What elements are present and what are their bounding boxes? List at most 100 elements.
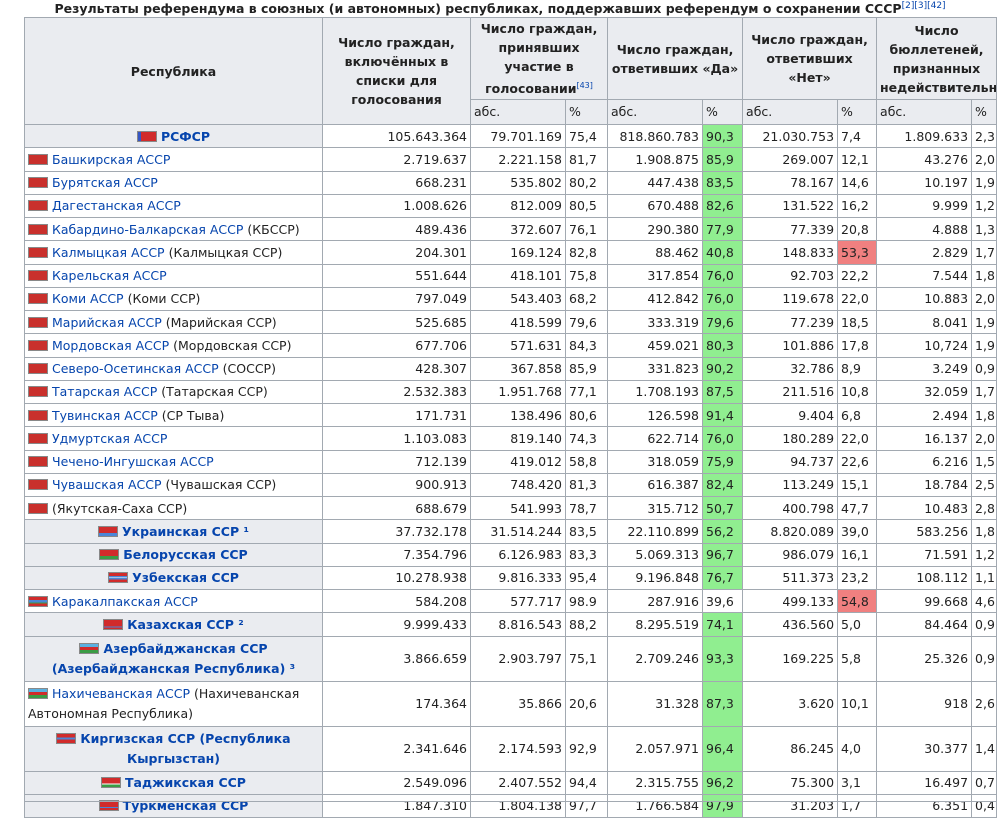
voted-pct-cell: 74,3 xyxy=(564,426,609,451)
header-voted[interactable]: Число граждан, принявших участие в голос… xyxy=(469,17,609,100)
voted-pct-cell: 82,8 xyxy=(564,240,609,265)
table-row: Карельская АССР 551.644 418.101 75,8 317.854… xyxy=(24,263,998,288)
republic-link[interactable]: Чечено-Ингушская АССР xyxy=(52,454,214,470)
republic-link[interactable]: Чувашская АССР xyxy=(52,477,162,493)
republic-link[interactable]: Мордовская АССР xyxy=(52,337,170,353)
republic-link[interactable]: Каракалпакская АССР xyxy=(52,593,198,609)
invalid-abs-cell: 99.668 xyxy=(876,588,973,614)
header-invalid[interactable]: Число бюллетеней, признанных недействите… xyxy=(876,17,998,100)
republic-cell: Мордовская АССР (Мордовская ССР) xyxy=(24,333,323,358)
voted-pct-cell: 80,5 xyxy=(564,193,609,219)
flag-icon xyxy=(101,777,122,789)
invalid-abs-cell: 71.591 xyxy=(876,542,973,567)
voted-pct-cell: 78,7 xyxy=(564,495,609,521)
voted-pct-cell: 58,8 xyxy=(564,449,609,474)
republic-cell: РСФСР xyxy=(24,123,323,149)
republic-link[interactable]: Таджикская ССР xyxy=(125,775,246,791)
no-abs-cell: 78.167 xyxy=(742,170,839,195)
no-abs-cell: 499.133 xyxy=(742,588,839,614)
voted-pct-cell: 88,2 xyxy=(564,612,609,637)
republic-cell: (Якутская-Саха ССР) xyxy=(24,495,323,521)
republic-link[interactable]: Дагестанская АССР xyxy=(52,198,181,214)
no-pct-cell: 16,2 xyxy=(837,193,878,219)
republic-cell: Азербайджанская ССР (Азербайджанская Рес… xyxy=(24,635,323,682)
invalid-abs-cell: 1.809.633 xyxy=(876,123,973,149)
yes-pct-cell: 76,0 xyxy=(702,263,744,288)
republic-link[interactable]: Киргизская ССР (Республика Кыргызстан) xyxy=(80,730,291,766)
header-yes[interactable]: Число граждан, ответивших «Да» xyxy=(607,17,744,100)
republic-link[interactable]: Северо-Осетинская АССР xyxy=(52,361,219,377)
yes-pct-cell: 83,5 xyxy=(702,170,744,195)
voted-abs-cell: 2.174.593 xyxy=(470,725,566,772)
table-row: Казахская ССР ² 9.999.433 8.816.543 88,2 8.2… xyxy=(24,612,998,637)
no-pct-cell: 22,6 xyxy=(837,449,878,474)
invalid-pct-cell: 2,0 xyxy=(971,147,998,172)
no-pct-cell: 5,8 xyxy=(837,635,878,682)
flag-icon xyxy=(103,618,124,630)
republic-link[interactable]: Коми АССР xyxy=(52,291,124,307)
republic-link[interactable]: Кабардино-Балкарская АССР xyxy=(52,221,244,237)
voted-pct-cell: 77,1 xyxy=(564,379,609,405)
voted-abs-cell: 8.816.543 xyxy=(470,612,566,637)
no-pct-cell: 18,5 xyxy=(837,309,878,335)
flag-icon xyxy=(28,177,48,189)
no-pct-cell: 47,7 xyxy=(837,495,878,521)
header-republic[interactable]: Республика xyxy=(24,17,323,125)
invalid-pct-cell: 1,9 xyxy=(971,309,998,335)
voted-pct-cell: 95,4 xyxy=(564,565,609,591)
republic-link[interactable]: Калмыцкая АССР xyxy=(52,244,165,260)
subheader-abs: абс. xyxy=(876,99,973,125)
republic-link[interactable]: Бурятская АССР xyxy=(52,175,158,191)
invalid-pct-cell: 2,0 xyxy=(971,286,998,312)
republic-link[interactable]: Узбекская ССР xyxy=(132,570,239,586)
table-row: Белорусская ССР 7.354.796 6.126.983 83,3 5.0… xyxy=(24,542,998,567)
republic-link[interactable]: Удмуртская АССР xyxy=(52,430,168,446)
republic-link[interactable]: Белорусская ССР xyxy=(123,547,248,563)
republic-alt-name: (СР Тыва) xyxy=(157,407,225,423)
republic-link[interactable]: Карельская АССР xyxy=(52,268,167,284)
yes-abs-cell: 9.196.848 xyxy=(607,565,704,591)
yes-abs-cell: 333.319 xyxy=(607,309,704,335)
table-row: Тувинская АССР (СР Тыва) 171.731 138.496 80… xyxy=(24,402,998,428)
caption-refs[interactable]: [2][3][42] xyxy=(901,1,946,11)
registered-cell: 204.301 xyxy=(322,240,471,265)
no-pct-cell: 7,4 xyxy=(837,123,878,149)
republic-link[interactable]: Башкирская АССР xyxy=(52,151,171,167)
flag-icon xyxy=(28,432,48,444)
yes-pct-cell: 85,9 xyxy=(702,147,744,172)
yes-abs-cell: 670.488 xyxy=(607,193,704,219)
header-registered[interactable]: Число граждан, включённых в списки для г… xyxy=(322,17,471,125)
republic-link[interactable]: Тувинская АССР xyxy=(52,407,158,423)
invalid-pct-cell: 1,3 xyxy=(971,216,998,242)
registered-cell: 489.436 xyxy=(322,216,471,242)
header-no[interactable]: Число граждан, ответивших «Нет» xyxy=(742,17,878,100)
yes-pct-cell: 76,7 xyxy=(702,565,744,591)
no-abs-cell: 131.522 xyxy=(742,193,839,219)
no-abs-cell: 3.620 xyxy=(742,680,839,727)
table-row: Татарская АССР (Татарская ССР) 2.532.383 1… xyxy=(24,379,998,405)
republic-link[interactable]: Татарская АССР xyxy=(52,384,158,400)
invalid-abs-cell: 10.883 xyxy=(876,286,973,312)
voted-abs-cell: 819.140 xyxy=(470,426,566,451)
flag-icon xyxy=(28,363,48,375)
table-row: Коми АССР (Коми ССР) 797.049 543.403 68,2 41… xyxy=(24,286,998,312)
republic-link[interactable]: Азербайджанская ССР (Азербайджанская Рес… xyxy=(51,640,296,676)
republic-link[interactable]: Украинская ССР ¹ xyxy=(122,523,249,539)
registered-cell: 900.913 xyxy=(322,472,471,498)
republic-link[interactable]: Нахичеванская АССР xyxy=(52,685,190,701)
voted-pct-cell: 94,4 xyxy=(564,770,609,795)
republic-link[interactable]: РСФСР xyxy=(160,128,211,144)
flag-icon xyxy=(28,293,48,305)
republic-link[interactable]: Марийская АССР xyxy=(52,314,162,330)
table-row: Узбекская ССР 10.278.938 9.816.333 95,4 9.19… xyxy=(24,565,998,591)
yes-abs-cell: 290.380 xyxy=(607,216,704,242)
republic-link[interactable]: Казахская ССР ² xyxy=(127,616,244,632)
yes-abs-cell: 317.854 xyxy=(607,263,704,288)
voted-abs-cell: 6.126.983 xyxy=(470,542,566,567)
yes-abs-cell: 2.315.755 xyxy=(607,770,704,795)
registered-cell: 2.341.646 xyxy=(322,725,471,772)
invalid-pct-cell: 1,5 xyxy=(971,449,998,474)
yes-pct-cell: 75,9 xyxy=(702,449,744,474)
yes-abs-cell: 287.916 xyxy=(607,588,704,614)
header-voted-ref[interactable]: [43] xyxy=(576,80,593,90)
